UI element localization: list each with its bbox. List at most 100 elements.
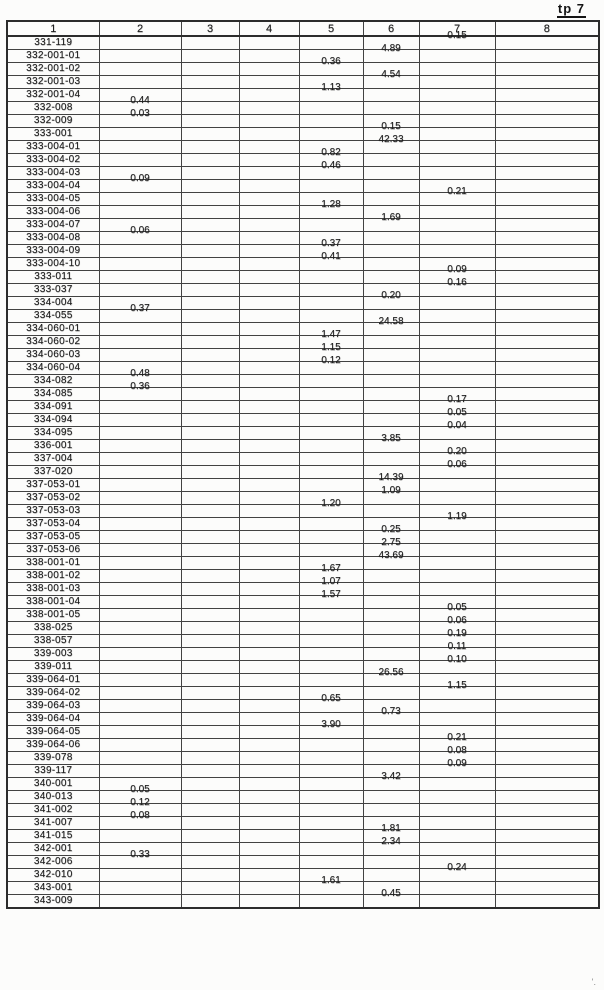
row-id-cell: 333-004-10 <box>6 257 100 271</box>
value-cell-col3 <box>180 855 240 869</box>
value-cell-col4 <box>238 374 300 388</box>
value-cell-col8 <box>494 881 600 895</box>
value-cell-col7 <box>418 712 496 726</box>
row-id-cell: 338-001-03 <box>6 582 100 596</box>
row-id-cell: 334-094 <box>6 413 100 427</box>
value-cell-col5 <box>298 270 364 284</box>
row-id-cell: 332-001-04 <box>6 88 100 102</box>
value-cell-col8 <box>494 426 600 440</box>
value-cell-col3 <box>180 517 240 531</box>
table-row: 333-001 0.15 <box>6 121 600 141</box>
value-cell-col4 <box>238 686 300 700</box>
table-row: 340-001 3.42 <box>6 771 600 791</box>
table-row: 334-094 0.05 <box>6 407 600 427</box>
value-cell-col2 <box>98 647 182 661</box>
value-cell-col4 <box>238 283 300 297</box>
value-cell-col6 <box>362 88 420 102</box>
row-id-cell: 333-004-08 <box>6 231 100 245</box>
value-cell-col7 <box>418 153 496 167</box>
value-cell-col2: 0.33 <box>98 849 182 869</box>
cell-value: 4.54 <box>381 69 401 80</box>
value-cell-col7 <box>418 140 496 154</box>
value-cell-col8 <box>494 777 600 791</box>
cell-value: 0.21 <box>447 186 467 197</box>
page-label: tp 7 <box>556 1 586 18</box>
value-cell-col5 <box>298 855 364 869</box>
table-row: 333-004-09 0.37 <box>6 238 600 258</box>
table-row: 339-064-01 26.56 <box>6 667 600 687</box>
value-cell-col8 <box>494 127 600 141</box>
value-cell-col2: 0.09 <box>98 173 182 193</box>
value-cell-col5 <box>298 374 364 388</box>
value-cell-col5 <box>298 608 364 622</box>
value-cell-col4 <box>238 270 300 284</box>
value-cell-col4 <box>238 101 300 115</box>
row-id-cell: 338-001-04 <box>6 595 100 609</box>
value-cell-col6: 26.56 <box>362 667 420 687</box>
row-id-cell: 333-004-04 <box>6 179 100 193</box>
row-id-cell: 333-004-03 <box>6 166 100 180</box>
value-cell-col4 <box>238 595 300 609</box>
value-cell-col8 <box>494 712 600 726</box>
row-id-cell: 334-095 <box>6 426 100 440</box>
table-row: 333-004-05 0.21 <box>6 186 600 206</box>
value-cell-col7 <box>418 114 496 128</box>
table-row: 339-011 0.10 <box>6 654 600 674</box>
table-row: 333-011 0.09 <box>6 264 600 284</box>
value-cell-col4 <box>238 88 300 102</box>
value-cell-col2 <box>98 764 182 778</box>
value-cell-col5 <box>298 543 364 557</box>
value-cell-col7 <box>418 894 496 909</box>
value-cell-col7 <box>418 244 496 258</box>
value-cell-col5 <box>298 660 364 674</box>
value-cell-col6 <box>362 101 420 115</box>
value-cell-col6 <box>362 608 420 622</box>
value-cell-col8 <box>494 790 600 804</box>
value-cell-col3 <box>180 114 240 128</box>
value-cell-col8 <box>494 673 600 687</box>
value-cell-col5 <box>298 452 364 466</box>
value-cell-col8 <box>494 140 600 154</box>
row-id-cell: 334-060-02 <box>6 335 100 349</box>
cell-value: 0.08 <box>447 745 467 756</box>
table-row: 333-004-06 1.28 <box>6 199 600 219</box>
value-cell-col6 <box>362 387 420 401</box>
value-cell-col8 <box>494 803 600 817</box>
value-cell-col2 <box>98 439 182 453</box>
value-cell-col2 <box>98 244 182 258</box>
row-id-cell: 334-091 <box>6 400 100 414</box>
value-cell-col8 <box>494 49 600 63</box>
row-id-cell: 339-064-06 <box>6 738 100 752</box>
value-cell-col2 <box>98 257 182 271</box>
value-cell-col4 <box>238 868 300 882</box>
row-id-cell: 334-055 <box>6 309 100 323</box>
row-id-cell: 334-004 <box>6 296 100 310</box>
value-cell-col6 <box>362 738 420 752</box>
table-row: 336-001 3.85 <box>6 433 600 453</box>
value-cell-col5 <box>298 413 364 427</box>
value-cell-col7 <box>418 790 496 804</box>
table-row: 332-001-01 4.89 <box>6 43 600 63</box>
row-id-cell: 333-004-02 <box>6 153 100 167</box>
value-cell-col4 <box>238 829 300 843</box>
value-cell-col8 <box>494 244 600 258</box>
value-cell-col6 <box>362 374 420 388</box>
cell-value: 0.19 <box>447 628 467 639</box>
value-cell-col2 <box>98 478 182 492</box>
value-cell-col4 <box>238 218 300 232</box>
column-header: 3 <box>180 20 240 37</box>
row-id-cell: 333-004-06 <box>6 205 100 219</box>
value-cell-col3 <box>180 218 240 232</box>
table-row: 331-119 0.15 <box>6 30 600 50</box>
cell-value: 0.65 <box>321 693 341 704</box>
value-cell-col2 <box>98 621 182 635</box>
value-cell-col3 <box>180 790 240 804</box>
value-cell-col5 <box>298 179 364 193</box>
value-cell-col7 <box>418 829 496 843</box>
value-cell-col5 <box>298 673 364 687</box>
value-cell-col8 <box>494 335 600 349</box>
table-row: 338-057 0.19 <box>6 628 600 648</box>
value-cell-col4 <box>238 803 300 817</box>
value-cell-col2 <box>98 725 182 739</box>
